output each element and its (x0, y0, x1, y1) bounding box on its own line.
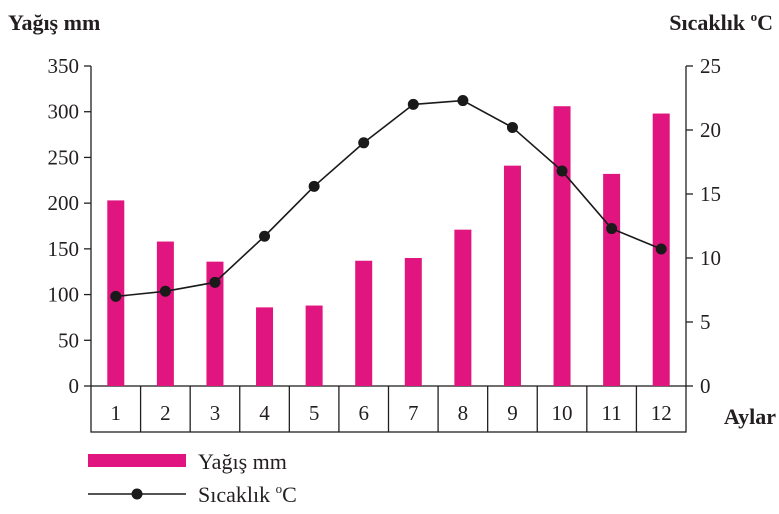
left-tick-label: 200 (48, 191, 80, 215)
temperature-line-group (110, 95, 667, 302)
left-tick-label: 350 (48, 54, 80, 78)
legend-temp-marker (131, 488, 143, 500)
precipitation-bar (355, 260, 373, 386)
precipitation-bar (603, 173, 621, 386)
x-axis-title: Aylar (724, 404, 776, 429)
precipitation-bar (305, 305, 323, 386)
legend-precip-label: Yağış mm (198, 449, 287, 474)
right-tick-label: 0 (700, 374, 711, 398)
right-tick-label: 25 (700, 54, 721, 78)
temperature-point (407, 98, 419, 110)
month-label: 1 (111, 401, 122, 425)
month-label: 12 (651, 401, 672, 425)
right-axis-title: Sıcaklık oC (669, 9, 773, 35)
axes-group (84, 65, 693, 433)
month-label: 4 (259, 401, 270, 425)
temperature-point (159, 285, 171, 297)
month-label: 8 (458, 401, 469, 425)
month-label: 3 (210, 401, 221, 425)
temperature-point (358, 137, 370, 149)
temperature-point (457, 95, 469, 107)
temperature-point (556, 165, 568, 177)
bars-group (107, 106, 670, 387)
left-tick-label: 300 (48, 100, 80, 124)
precipitation-bar (454, 229, 472, 386)
left-tick-label: 50 (58, 328, 79, 352)
right-tick-label: 15 (700, 182, 721, 206)
month-label: 6 (358, 401, 369, 425)
right-tick-label: 10 (700, 246, 721, 270)
legend: Yağış mm Sıcaklık oC (88, 449, 297, 507)
temperature-point (110, 290, 122, 302)
temperature-point (209, 276, 221, 288)
precipitation-bar (156, 241, 174, 386)
left-axis-title: Yağış mm (8, 10, 100, 35)
temperature-point (308, 180, 320, 192)
right-tick-label: 20 (700, 118, 721, 142)
right-tick-label: 5 (700, 310, 711, 334)
temperature-point (606, 223, 618, 235)
temperature-point (506, 121, 518, 133)
month-label: 5 (309, 401, 320, 425)
month-label: 2 (160, 401, 171, 425)
precipitation-bar (404, 258, 422, 386)
left-tick-label: 250 (48, 145, 80, 169)
precipitation-bar (206, 261, 224, 386)
month-label: 7 (408, 401, 419, 425)
legend-precip-swatch (88, 454, 186, 467)
precipitation-bar (256, 307, 274, 386)
month-label: 11 (602, 401, 622, 425)
left-tick-label: 150 (48, 237, 80, 261)
temperature-point (259, 230, 271, 242)
left-tick-label: 0 (69, 374, 80, 398)
precipitation-bar (553, 106, 571, 386)
month-label: 9 (507, 401, 518, 425)
temperature-line (115, 99, 662, 298)
month-label: 10 (552, 401, 573, 425)
left-tick-label: 100 (48, 283, 80, 307)
legend-temp-label: Sıcaklık oC (198, 481, 297, 507)
temperature-point (655, 243, 667, 255)
precipitation-bar (503, 165, 521, 386)
